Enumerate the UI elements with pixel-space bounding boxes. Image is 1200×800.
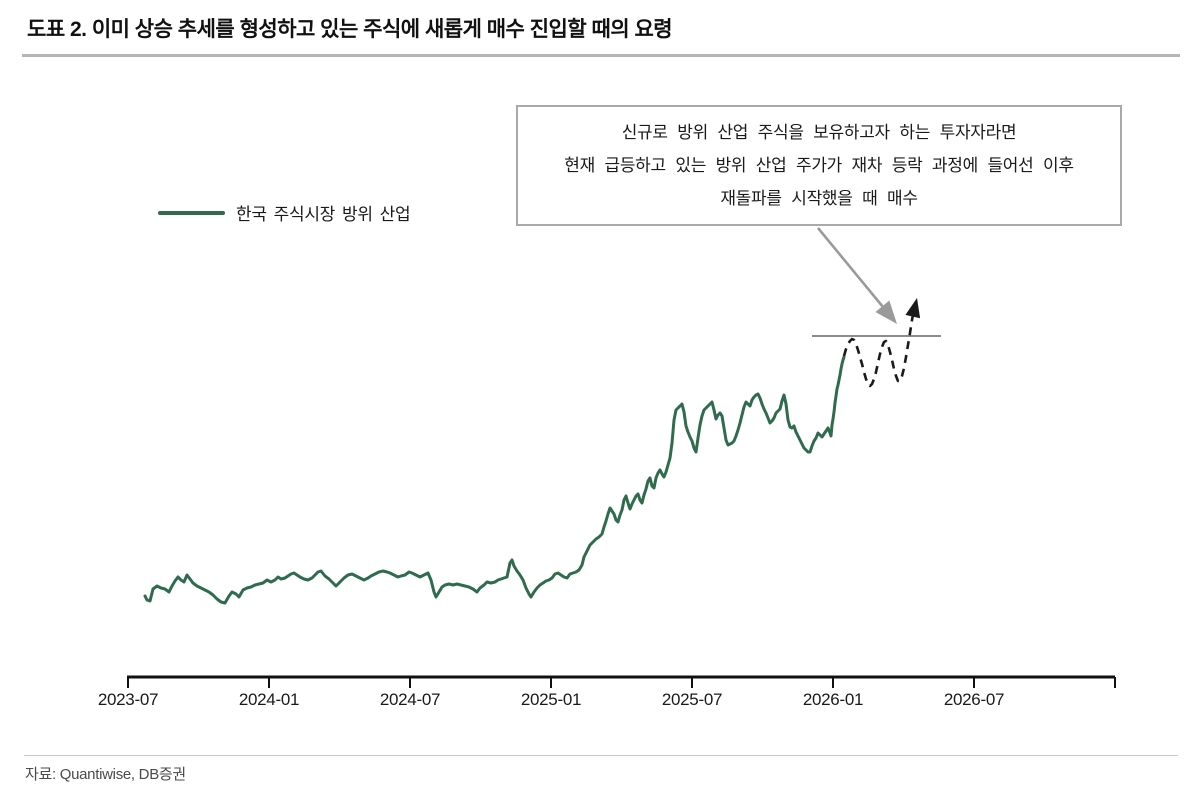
x-tick-label: 2024-07 xyxy=(379,690,441,709)
projection-arrowhead-icon xyxy=(905,298,921,319)
chart-legend: 한국 주식시장 방위 산업 xyxy=(158,200,411,225)
figure-title: 도표 2. 이미 상승 추세를 형성하고 있는 주식에 새롭게 매수 진입할 때… xyxy=(27,18,673,41)
annotation-box: 신규로 방위 산업 주식을 보유하고자 하는 투자자라면 현재 급등하고 있는 … xyxy=(516,105,1122,226)
x-tick-label: 2025-07 xyxy=(661,690,723,709)
callout-arrow-line xyxy=(816,227,884,308)
legend-label: 한국 주식시장 방위 산업 xyxy=(236,205,411,224)
projection-dashed-line xyxy=(842,302,917,388)
callout-arrowhead-icon xyxy=(875,300,897,324)
x-tick-label: 2026-07 xyxy=(943,690,1005,709)
annotation-line-1: 신규로 방위 산업 주식을 보유하고자 하는 투자자라면 xyxy=(621,123,1017,142)
footer-rule xyxy=(24,755,1178,756)
x-tick-label: 2026-01 xyxy=(802,690,864,709)
source-note: 자료: Quantiwise, DB증권 xyxy=(25,766,186,783)
annotation-line-3: 재돌파를 시작했을 때 매수 xyxy=(720,189,918,208)
x-tick-label: 2023-07 xyxy=(97,690,159,709)
title-rule xyxy=(22,54,1180,57)
x-tick-label: 2025-01 xyxy=(520,690,582,709)
price-series-line xyxy=(143,355,846,605)
annotation-line-2: 현재 급등하고 있는 방위 산업 주가가 재차 등락 과정에 들어선 이후 xyxy=(564,156,1074,175)
legend-line-swatch xyxy=(158,210,225,215)
x-tick-label: 2024-01 xyxy=(238,690,300,709)
